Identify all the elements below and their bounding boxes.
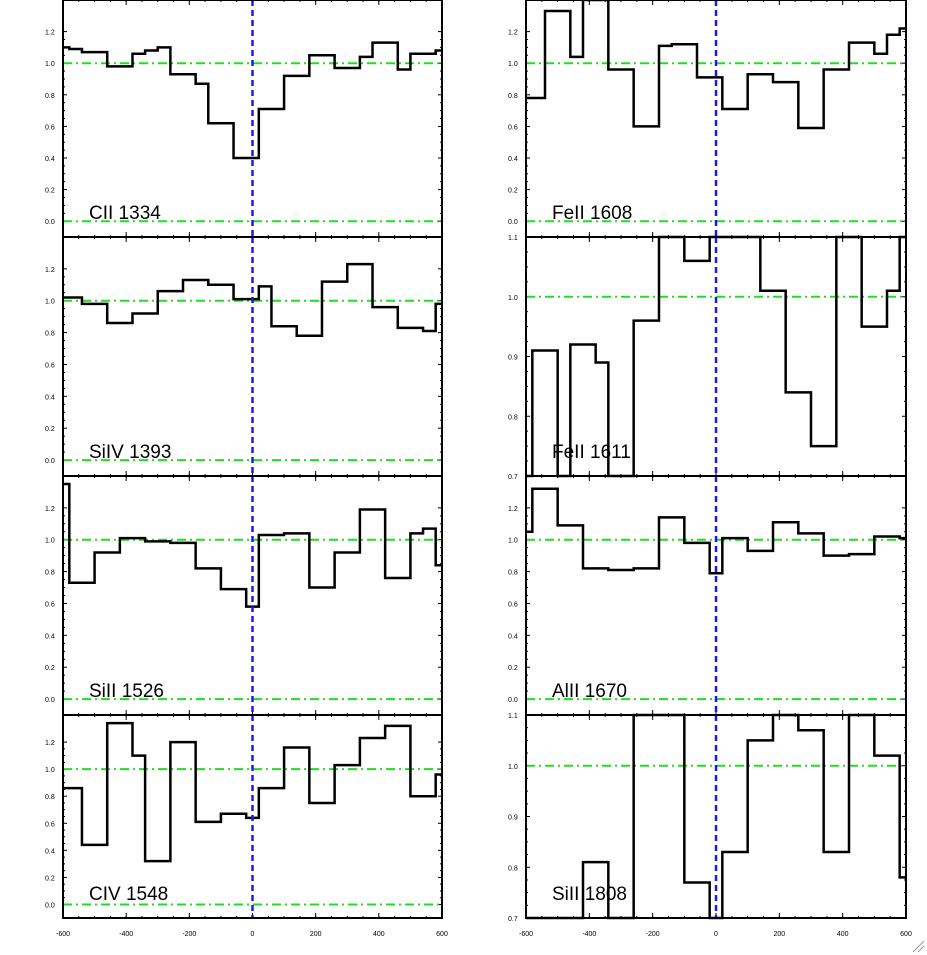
panel-civ-1548-ytick-label: 0.8 (45, 794, 55, 801)
panel-feii-1608-ytick-label: 0.2 (508, 188, 518, 195)
panel-feii-1611-ytick-label: 0.9 (508, 355, 518, 362)
panel-siii-1526-ytick-label: 0.2 (45, 665, 55, 672)
panel-civ-1548-frame (62, 714, 443, 919)
resize-grip-icon[interactable] (911, 939, 925, 953)
panel-siiv-1393-ytick-label: 0.2 (45, 426, 55, 433)
panel-siii-1526-ytick-label: 0.4 (45, 633, 55, 640)
panel-civ-1548-ytick-label: 1.2 (45, 740, 55, 747)
panel-siii-1808-label: SiII 1808 (552, 884, 627, 905)
panel-feii-1608-flux-step (526, 0, 906, 130)
panel-feii-1608-label: FeII 1608 (552, 203, 632, 224)
panel-siiv-1393-ytick-label: 0.6 (45, 362, 55, 369)
panel-siiv-1393-ytick-label: 0.8 (45, 331, 55, 338)
xtick-label: 200 (773, 931, 785, 938)
panel-civ-1548-ytick-label: 1.0 (45, 767, 55, 774)
panel-siii-1808-frame (525, 714, 907, 919)
xtick-label: -600 (519, 931, 533, 938)
xtick-label: 0 (714, 931, 718, 938)
panel-siii-1808-ytick-label: 0.9 (508, 815, 518, 822)
panel-civ-1548-ytick-label: 0.2 (45, 875, 55, 882)
xtick-label: 400 (373, 931, 385, 938)
panel-siiv-1393-ytick-label: 1.2 (45, 267, 55, 274)
xtick-label: 600 (900, 931, 912, 938)
panel-siii-1526-ytick-label: 0.8 (45, 570, 55, 577)
panel-feii-1611-ytick-label: 1.0 (508, 295, 518, 302)
panel-alii-1670-ytick-label: 0.6 (508, 601, 518, 608)
panel-feii-1611-label: FeII 1611 (552, 442, 631, 463)
panel-siiv-1393-ytick-label: 0.4 (45, 394, 55, 401)
panel-alii-1670-ytick-label: 1.0 (508, 538, 518, 545)
panel-siiv-1393-label: SiIV 1393 (89, 442, 171, 463)
panel-alii-1670-ytick-label: 0.2 (508, 665, 518, 672)
xtick-label: 400 (837, 931, 849, 938)
panel-siiv-1393-ytick-label: 1.0 (45, 299, 55, 306)
panel-siii-1526-flux-step (63, 482, 442, 608)
panel-civ-1548-label: CIV 1548 (89, 884, 168, 905)
panel-cii-1334-flux-step (63, 41, 442, 160)
panel-cii-1334-ytick-label: 0.8 (45, 93, 55, 100)
panel-civ-1548-ytick-label: 0.4 (45, 848, 55, 855)
panel-feii-1611-ytick-label: 0.8 (508, 414, 518, 421)
panel-alii-1670-ytick-label: 0.8 (508, 570, 518, 577)
panel-feii-1608-ytick-label: 1.0 (508, 61, 518, 68)
panel-alii-1670-label: AlII 1670 (552, 681, 627, 702)
xtick-label: 0 (251, 931, 255, 938)
xtick-label: -200 (646, 931, 660, 938)
panel-feii-1611-ytick-label: 1.1 (508, 235, 518, 242)
panel-siii-1808-ytick-label: 0.7 (508, 916, 518, 923)
panel-alii-1670-ytick-label: 0.0 (508, 697, 518, 704)
panel-feii-1608-ytick-label: 0.8 (508, 93, 518, 100)
panel-siii-1808-ytick-label: 0.8 (508, 865, 518, 872)
xtick-label: 200 (310, 931, 322, 938)
panel-civ-1548-ytick-label: 0.0 (45, 902, 55, 909)
panel-civ-1548-ytick-label: 0.6 (45, 821, 55, 828)
panel-cii-1334-ytick-label: 1.2 (45, 30, 55, 37)
panel-cii-1334-ytick-label: 0.6 (45, 124, 55, 131)
xtick-label: -600 (56, 931, 70, 938)
panel-siii-1526-label: SiII 1526 (89, 681, 164, 702)
panel-feii-1608-ytick-label: 0.6 (508, 124, 518, 131)
panel-cii-1334-ytick-label: 1.0 (45, 61, 55, 68)
panel-siiv-1393-ytick-label: 0.0 (45, 458, 55, 465)
panel-siii-1526-ytick-label: 1.0 (45, 538, 55, 545)
panel-feii-1608-ytick-label: 0.0 (508, 219, 518, 226)
panel-siiv-1393-flux-step (63, 262, 442, 338)
panel-siii-1526-ytick-label: 1.2 (45, 506, 55, 513)
panel-cii-1334-ytick-label: 0.2 (45, 188, 55, 195)
panel-alii-1670-ytick-label: 0.4 (508, 633, 518, 640)
xtick-label: -200 (182, 931, 196, 938)
xtick-label: 600 (436, 931, 448, 938)
panel-siii-1808-ytick-label: 1.0 (508, 764, 518, 771)
panel-siii-1526-ytick-label: 0.6 (45, 601, 55, 608)
panel-cii-1334-label: CII 1334 (89, 203, 161, 224)
panel-alii-1670-ytick-label: 1.2 (508, 506, 518, 513)
panel-feii-1608-ytick-label: 0.4 (508, 156, 518, 163)
panel-cii-1334-ytick-label: 0.0 (45, 219, 55, 226)
panel-feii-1611-ytick-label: 0.7 (508, 474, 518, 481)
panel-cii-1334-ytick-label: 0.4 (45, 156, 55, 163)
xtick-label: -400 (582, 931, 596, 938)
panel-siii-1526-ytick-label: 0.0 (45, 697, 55, 704)
xtick-label: -400 (119, 931, 133, 938)
panel-feii-1608-ytick-label: 1.2 (508, 30, 518, 37)
panel-siii-1808-flux-step (526, 713, 906, 920)
panel-siii-1808-ytick-label: 1.1 (508, 713, 518, 720)
panel-alii-1670-flux-step (526, 487, 906, 575)
